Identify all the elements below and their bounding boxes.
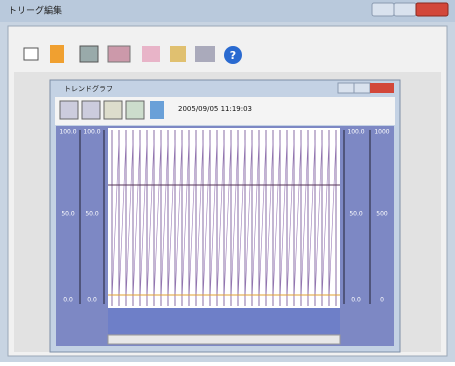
tool-new[interactable] — [24, 48, 38, 60]
time-band — [108, 308, 340, 334]
timestamp: 2005/09/05 11:19:03 — [178, 105, 252, 113]
window-title: トリーグ編集 — [8, 5, 62, 17]
trend-close[interactable] — [370, 83, 394, 93]
close-button[interactable] — [416, 3, 448, 16]
scrollbar[interactable] — [108, 335, 340, 344]
tool-user[interactable] — [170, 46, 186, 62]
axis-label: 0 — [380, 297, 384, 304]
axis-label: 0.0 — [63, 297, 73, 304]
maximize-button[interactable] — [394, 3, 416, 16]
minimize-button[interactable] — [372, 3, 394, 16]
axis-label: 1000 — [374, 129, 389, 136]
axis-label: 100.0 — [59, 129, 76, 136]
trend-tool[interactable] — [60, 101, 78, 119]
tool-grid[interactable] — [80, 46, 98, 62]
trend-tool[interactable] — [126, 101, 144, 119]
trend-tool[interactable] — [150, 101, 164, 119]
trend-tool[interactable] — [104, 101, 122, 119]
tool-graph[interactable] — [108, 46, 130, 62]
tool-print[interactable] — [195, 46, 215, 62]
axis-label: 100.0 — [347, 129, 364, 136]
axis-label: 50.0 — [85, 211, 99, 218]
trend-title: トレンドグラフ — [64, 84, 113, 93]
screenshot: トリーグ編集 ? トレンドグラフ 2005/09/05 11:19:03 100… — [0, 0, 455, 362]
trend-minimize[interactable] — [338, 83, 354, 93]
trend-tool[interactable] — [82, 101, 100, 119]
axis-label: 100.0 — [83, 129, 100, 136]
axis-label: 50.0 — [349, 211, 363, 218]
axis-label: 0.0 — [87, 297, 97, 304]
help-icon: ? — [230, 49, 236, 62]
tool-open[interactable] — [50, 45, 64, 63]
axis-label: 50.0 — [61, 211, 75, 218]
axis-label: 500 — [376, 211, 388, 218]
tool-paint[interactable] — [142, 46, 160, 62]
trend-maximize[interactable] — [354, 83, 370, 93]
axis-label: 0.0 — [351, 297, 361, 304]
page: トリーグ編集 ? トレンドグラフ 2005/09/05 11:19:03 100… — [0, 0, 455, 362]
